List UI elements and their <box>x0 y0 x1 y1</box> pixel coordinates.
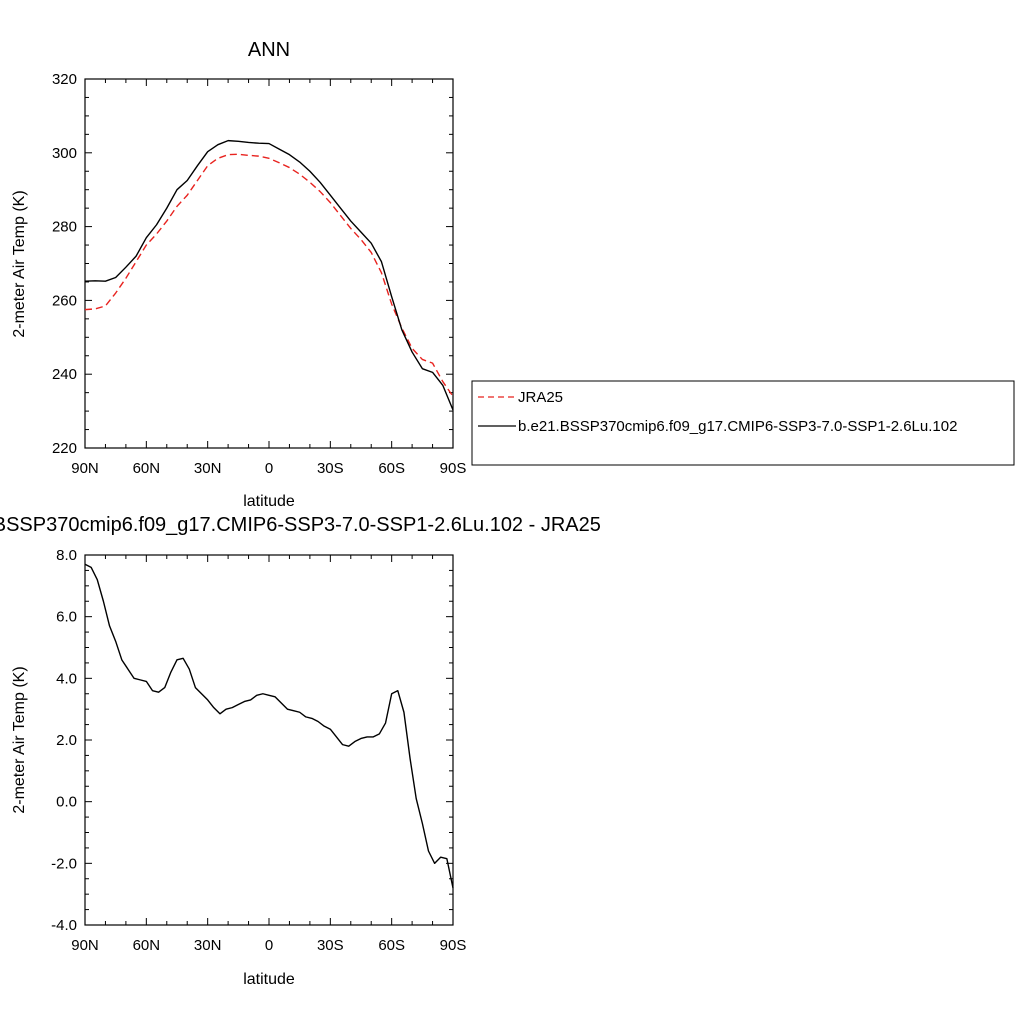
series-line-model <box>84 139 454 411</box>
top-plot-frame <box>84 78 454 449</box>
bottom-chart-title: b.e21.BSSP370cmip6.f09_g17.CMIP6-SSP3-7.… <box>0 514 601 536</box>
x-tick-label: 0 <box>265 460 273 477</box>
top-y-axis-label: 2-meter Air Temp (K) <box>11 190 28 337</box>
bottom-panel: b.e21.BSSP370cmip6.f09_g17.CMIP6-SSP3-7.… <box>0 514 601 988</box>
y-tick-label: -2.0 <box>51 855 77 872</box>
difference-series-line <box>84 563 454 889</box>
x-tick-label: 30S <box>317 460 344 477</box>
y-tick-label: 2.0 <box>56 732 77 749</box>
x-tick-label: 0 <box>265 937 273 954</box>
y-tick-label: 320 <box>52 71 77 88</box>
y-tick-label: 6.0 <box>56 609 77 626</box>
legend-box <box>471 380 1015 466</box>
x-tick-label: 30N <box>194 460 222 477</box>
legend-label-model: b.e21.BSSP370cmip6.f09_g17.CMIP6-SSP3-7.… <box>518 418 957 435</box>
top-y-ticks: 220 240 260 280 300 320 <box>52 71 453 457</box>
y-tick-label: 240 <box>52 366 77 383</box>
x-tick-label: 60N <box>133 937 161 954</box>
y-tick-label: 260 <box>52 292 77 309</box>
x-tick-label: 30N <box>194 937 222 954</box>
y-tick-label: 0.0 <box>56 794 77 811</box>
x-tick-label: 90N <box>71 937 99 954</box>
legend: JRA25 b.e21.BSSP370cmip6.f09_g17.CMIP6-S… <box>471 380 1015 466</box>
bottom-y-axis-label: 2-meter Air Temp (K) <box>11 666 28 813</box>
top-x-ticks: 90N 60N 30N 0 30S 60S 90S <box>71 79 466 477</box>
y-tick-label: -4.0 <box>51 917 77 934</box>
x-tick-label: 90N <box>71 460 99 477</box>
series-line-jra25 <box>84 153 454 397</box>
y-tick-label: 8.0 <box>56 547 77 564</box>
x-tick-label: 60S <box>378 937 405 954</box>
y-tick-label: 280 <box>52 219 77 236</box>
x-tick-label: 60N <box>133 460 161 477</box>
top-series-group <box>84 139 454 411</box>
y-tick-label: 4.0 <box>56 670 77 687</box>
bottom-series-group <box>84 563 454 889</box>
bottom-x-ticks: 90N 60N 30N 0 30S 60S 90S <box>71 555 466 954</box>
bottom-plot-frame <box>84 554 454 926</box>
top-chart-title: ANN <box>248 39 290 61</box>
x-tick-label: 90S <box>440 460 467 477</box>
x-tick-label: 30S <box>317 937 344 954</box>
x-tick-label: 60S <box>378 460 405 477</box>
y-tick-label: 220 <box>52 440 77 457</box>
top-x-axis-label: latitude <box>243 493 295 510</box>
bottom-y-ticks: -4.0 -2.0 0.0 2.0 4.0 6.0 8.0 <box>51 547 453 934</box>
legend-label-jra25: JRA25 <box>518 389 563 406</box>
bottom-x-axis-label: latitude <box>243 971 295 988</box>
x-tick-label: 90S <box>440 937 467 954</box>
y-tick-label: 300 <box>52 145 77 162</box>
